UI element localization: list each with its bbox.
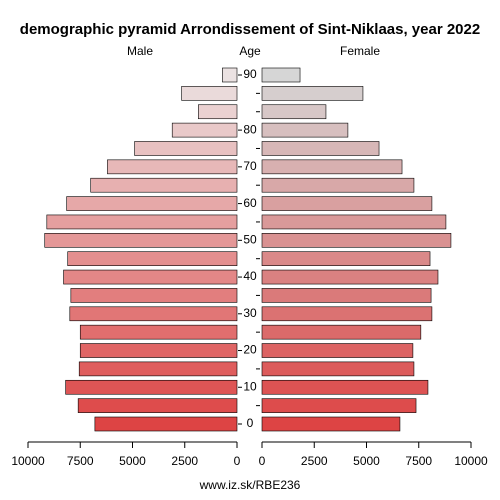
bar (261, 196, 433, 211)
age-label: 90 (243, 67, 257, 81)
x-tick-label: 10000 (11, 454, 45, 468)
x-tick-label: 0 (259, 454, 266, 468)
age-label: 10 (243, 379, 257, 393)
bar (63, 269, 238, 285)
bar (261, 269, 439, 285)
age-label: 0 (247, 416, 254, 430)
bar (67, 251, 238, 266)
x-tick-label: 10000 (454, 454, 488, 468)
axis-label: Age (239, 44, 261, 58)
source: www.iz.sk/RBE236 (199, 478, 301, 492)
bar (261, 343, 414, 358)
x-tick-label: 7500 (405, 454, 432, 468)
x-tick-label: 2500 (301, 454, 328, 468)
bar (261, 416, 401, 432)
bar (261, 324, 422, 340)
bar (261, 288, 432, 303)
bar (261, 379, 429, 395)
bar (69, 306, 238, 322)
bar (70, 288, 238, 303)
bar (65, 379, 238, 395)
bar (261, 361, 415, 377)
bar (261, 398, 417, 413)
x-tick-label: 7500 (67, 454, 94, 468)
series-label: Male (127, 44, 153, 58)
bar (94, 416, 238, 432)
age-label: 80 (243, 122, 257, 136)
x-tick-label: 5000 (119, 454, 146, 468)
age-label: 20 (243, 343, 257, 357)
age-label: 40 (243, 269, 257, 283)
bar (261, 214, 447, 230)
bar (261, 177, 415, 193)
bar (261, 104, 327, 120)
bar (198, 104, 238, 120)
bar (44, 233, 238, 248)
chart-title: demographic pyramid Arrondissement of Si… (20, 21, 480, 38)
bar (261, 233, 452, 248)
age-label: 70 (243, 159, 257, 173)
bar (134, 141, 238, 156)
age-label: 30 (243, 306, 257, 320)
bar (107, 159, 238, 175)
bar (261, 251, 431, 266)
x-tick-label: 5000 (353, 454, 380, 468)
bar (222, 67, 238, 83)
bar (261, 306, 433, 322)
bar (90, 177, 238, 193)
bar (261, 86, 364, 101)
bar (79, 343, 238, 358)
age-label: 60 (243, 196, 257, 210)
bar (46, 214, 238, 230)
bar (261, 122, 349, 138)
bar (66, 196, 238, 211)
series-label: Female (340, 44, 380, 58)
bar (261, 159, 403, 175)
age-label: 50 (243, 232, 257, 246)
x-tick-label: 2500 (171, 454, 198, 468)
bar (181, 86, 238, 101)
bar (79, 324, 238, 340)
bar (77, 398, 238, 413)
bar (261, 67, 301, 83)
bar (261, 141, 380, 156)
bar (78, 361, 238, 377)
bar (171, 122, 238, 138)
x-tick-label: 0 (234, 454, 241, 468)
